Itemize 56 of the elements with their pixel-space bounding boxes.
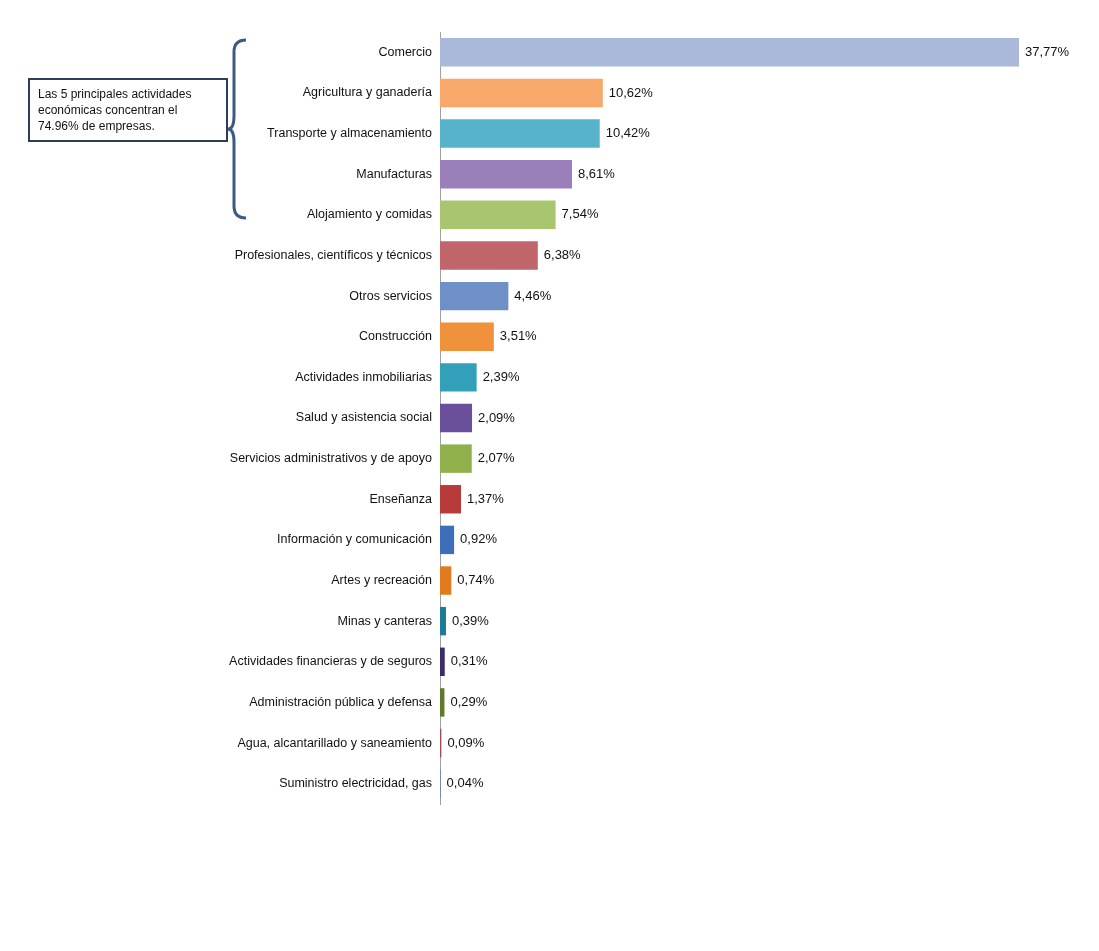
data-label: 6,38%	[543, 247, 582, 263]
bar	[440, 159, 572, 189]
y-tick-label: Información y comunicación	[277, 532, 433, 547]
y-tick-label: Alojamiento y comidas	[306, 207, 432, 222]
data-label: 0,29%	[450, 694, 488, 709]
y-tick-label: Otros servicios	[349, 288, 432, 303]
y-tick-label: Manufacturas	[356, 166, 432, 181]
y-tick-label: Minas y canteras	[337, 613, 432, 628]
text: Las 5 principales actividades económicas concentran el 74.96% de empresas.	[28, 78, 228, 142]
data-label: 0,74%	[457, 572, 495, 588]
data-label: 10,42%	[605, 125, 651, 141]
data-label: 0,09%	[447, 734, 485, 750]
bar	[440, 322, 494, 351]
y-tick-label: Servicios administrativos y de apoyo	[229, 451, 433, 466]
data-label: 1,37%	[467, 490, 505, 506]
data-label: 4,46%	[514, 287, 552, 303]
y-tick-label: Artes y recreación	[331, 572, 433, 587]
y-tick-label: Construcción	[359, 329, 433, 344]
data-label: 2,09%	[478, 409, 516, 425]
bar	[440, 363, 477, 392]
bar	[440, 444, 472, 473]
y-tick-label: Suministro electricidad, gas	[279, 776, 432, 791]
bar	[440, 525, 455, 555]
bar	[440, 688, 445, 717]
bar	[440, 647, 445, 677]
bar	[440, 566, 452, 595]
y-tick-label: Agua, alcantarillado y saneamiento	[237, 735, 433, 750]
bar	[440, 485, 461, 514]
y-tick-label: Agricultura y ganadería	[302, 85, 433, 100]
bar	[440, 78, 603, 108]
y-tick-label: Enseñanza	[369, 491, 433, 506]
data-label: 0,04%	[446, 775, 484, 791]
y-tick-label: Transporte y almacenamiento	[267, 126, 433, 141]
y-tick-label: Actividades financieras y de seguros	[229, 654, 432, 669]
data-label: 3,51%	[499, 328, 538, 344]
data-label: 2,07%	[477, 450, 516, 466]
bar	[440, 119, 600, 148]
bar	[440, 38, 1019, 67]
data-label: 2,39%	[482, 368, 520, 384]
bar	[440, 606, 446, 636]
data-label: 0,92%	[460, 531, 498, 547]
data-label: 7,54%	[561, 206, 599, 222]
data-label: 0,39%	[451, 612, 490, 628]
bar	[440, 200, 556, 230]
data-label: 8,61%	[577, 165, 616, 181]
bar	[440, 281, 509, 311]
bar	[440, 241, 538, 270]
y-tick-label: Salud y asistencia social	[295, 410, 432, 425]
bar	[440, 403, 473, 433]
y-tick-label: Profesionales, científicos y técnicos	[234, 247, 432, 262]
data-label: 0,31%	[450, 653, 489, 669]
data-label: 37,77%	[1025, 43, 1070, 59]
y-tick-label: Comercio	[378, 44, 433, 59]
y-tick-label: Administración pública y defensa	[249, 694, 433, 709]
y-tick-label: Actividades inmobiliarias	[295, 369, 432, 384]
data-label: 10,62%	[608, 84, 654, 100]
